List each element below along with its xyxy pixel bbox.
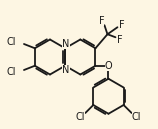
Text: F: F xyxy=(119,20,124,30)
Text: Cl: Cl xyxy=(132,112,141,122)
Text: F: F xyxy=(99,16,104,26)
Text: Cl: Cl xyxy=(6,37,16,47)
Text: N: N xyxy=(62,65,70,75)
Text: Cl: Cl xyxy=(6,67,16,77)
Text: Cl: Cl xyxy=(76,112,85,122)
Text: N: N xyxy=(62,39,70,49)
Text: F: F xyxy=(117,35,122,45)
Text: O: O xyxy=(105,61,112,71)
